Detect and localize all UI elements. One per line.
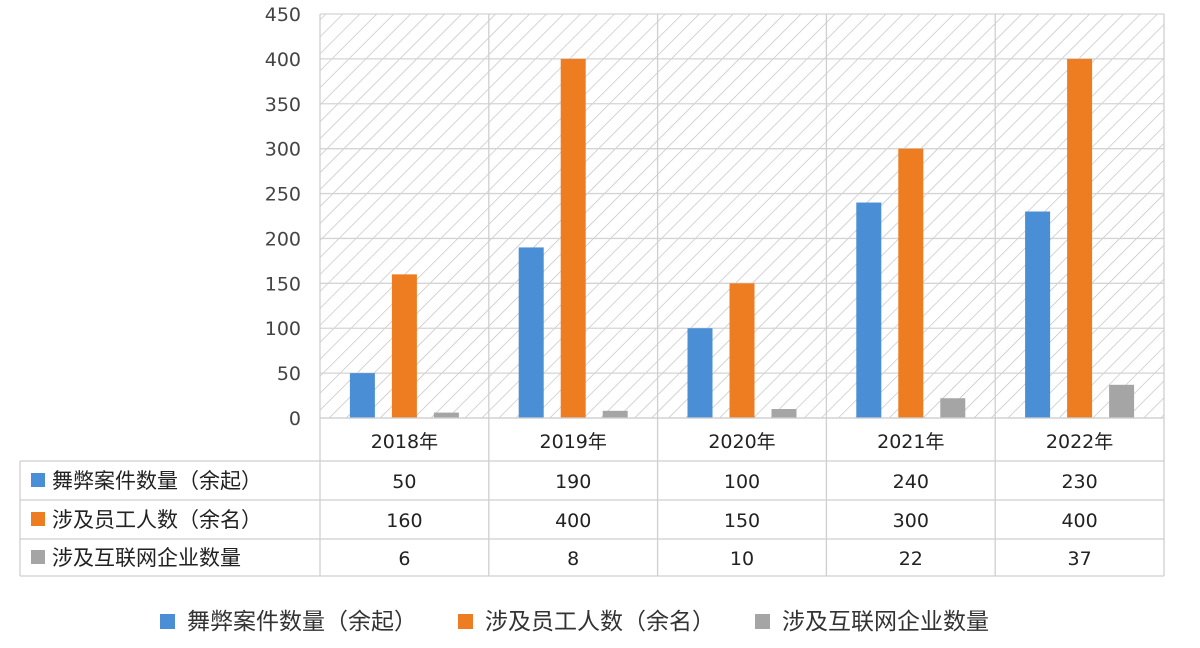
legend-key bbox=[160, 614, 175, 629]
bar-series2-2022年 bbox=[1067, 58, 1093, 419]
y-tick-label: 350 bbox=[265, 94, 301, 116]
legend-label: 舞弊案件数量（余起） bbox=[187, 609, 417, 635]
bar-series1-2019年 bbox=[518, 247, 544, 418]
data-label: 230 bbox=[1061, 471, 1097, 493]
bar-series2-2021年 bbox=[898, 148, 924, 418]
legend: 舞弊案件数量（余起） 涉及员工人数（余名） 涉及互联网企业数量 bbox=[160, 609, 989, 635]
legend-label: 涉及互联网企业数量 bbox=[782, 609, 989, 635]
bar-series1-2020年 bbox=[687, 328, 713, 418]
bar-series2-2019年 bbox=[560, 58, 586, 419]
bar-series3-2021年 bbox=[940, 398, 966, 418]
bar-series1-2022年 bbox=[1025, 211, 1051, 418]
bar-series3-2020年 bbox=[771, 409, 797, 418]
x-category-label: 2019年 bbox=[540, 431, 607, 453]
x-category-label: 2021年 bbox=[877, 431, 944, 453]
data-label: 6 bbox=[398, 548, 410, 570]
data-label: 400 bbox=[1061, 510, 1097, 532]
data-label: 160 bbox=[386, 510, 422, 532]
y-tick-label: 100 bbox=[265, 318, 301, 340]
table-legend-key bbox=[31, 473, 45, 487]
table-series-label: 舞弊案件数量（余起） bbox=[52, 469, 262, 493]
y-tick-label: 450 bbox=[265, 4, 301, 26]
x-category-label: 2022年 bbox=[1046, 431, 1113, 453]
x-category-label: 2020年 bbox=[708, 431, 775, 453]
y-axis: 0 50 100 150 200 250 300 350 400 450 bbox=[265, 4, 301, 430]
legend-key bbox=[458, 614, 473, 629]
bar-series1-2021年 bbox=[856, 202, 882, 418]
y-tick-label: 250 bbox=[265, 184, 301, 206]
table-legend-key bbox=[31, 512, 45, 526]
data-label: 300 bbox=[893, 510, 929, 532]
data-label: 190 bbox=[555, 471, 591, 493]
y-tick-label: 200 bbox=[265, 228, 301, 250]
bar-series2-2018年 bbox=[391, 274, 417, 418]
x-category-label: 2018年 bbox=[371, 431, 438, 453]
data-label: 240 bbox=[893, 471, 929, 493]
bar-series3-2019年 bbox=[602, 410, 628, 418]
y-tick-label: 50 bbox=[277, 363, 301, 385]
y-tick-label: 400 bbox=[265, 49, 301, 71]
table-series-label: 涉及互联网企业数量 bbox=[52, 546, 241, 570]
data-label: 37 bbox=[1068, 548, 1092, 570]
data-label: 100 bbox=[724, 471, 760, 493]
bar-series2-2020年 bbox=[729, 283, 755, 418]
bar-series3-2022年 bbox=[1109, 384, 1135, 418]
bar-series1-2018年 bbox=[349, 373, 375, 418]
data-label: 10 bbox=[730, 548, 754, 570]
data-label: 400 bbox=[555, 510, 591, 532]
legend-key bbox=[755, 614, 770, 629]
data-label: 50 bbox=[392, 471, 416, 493]
bar-series3-2018年 bbox=[433, 412, 459, 418]
table-legend-key bbox=[31, 550, 45, 564]
data-label: 22 bbox=[899, 548, 923, 570]
y-tick-label: 300 bbox=[265, 139, 301, 161]
y-tick-label: 0 bbox=[289, 408, 301, 430]
table-series-label: 涉及员工人数（余名） bbox=[52, 508, 262, 532]
y-tick-label: 150 bbox=[265, 273, 301, 295]
data-label: 8 bbox=[567, 548, 579, 570]
legend-label: 涉及员工人数（余名） bbox=[485, 609, 715, 635]
data-label: 150 bbox=[724, 510, 760, 532]
bars bbox=[349, 58, 1135, 419]
